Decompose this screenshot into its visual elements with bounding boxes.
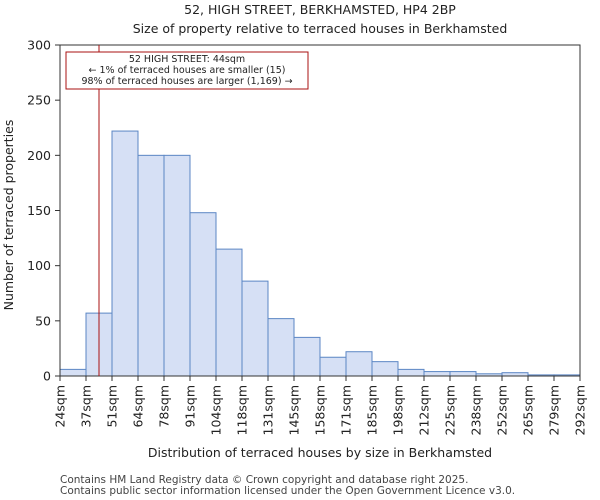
x-tick-label: 212sqm (417, 385, 432, 435)
x-tick-label: 238sqm (469, 385, 484, 435)
x-tick-label: 171sqm (339, 385, 354, 435)
bar-158sqm (319, 356, 347, 377)
bar-51sqm (111, 130, 139, 377)
bar-91sqm (189, 212, 217, 377)
x-tick-label: 198sqm (391, 385, 406, 435)
bar-104sqm (215, 248, 243, 377)
bar-145sqm (293, 336, 321, 377)
bar-118sqm (241, 280, 269, 377)
y-tick-label: 250 (27, 93, 51, 108)
bar-64sqm (137, 154, 165, 377)
x-tick-label: 104sqm (209, 385, 224, 435)
bar-171sqm (345, 351, 373, 377)
bar-198sqm (397, 368, 425, 377)
x-tick-label: 91sqm (183, 385, 198, 428)
x-tick-label: 51sqm (105, 385, 120, 428)
bar-212sqm (423, 371, 451, 377)
annotation-line-3: 98% of terraced houses are larger (1,169… (81, 76, 292, 87)
footer-line-2: Contains public sector information licen… (60, 485, 515, 497)
y-tick-label: 50 (35, 313, 51, 328)
x-tick-label: 145sqm (287, 385, 302, 435)
plot-area-frame (59, 44, 581, 377)
x-tick-label: 131sqm (261, 385, 276, 435)
bar-225sqm (449, 371, 477, 377)
y-tick-label: 0 (43, 369, 51, 384)
bar-24sqm (59, 368, 87, 377)
bar-131sqm (267, 318, 295, 377)
x-tick-label: 265sqm (521, 385, 536, 435)
x-tick-label: 118sqm (235, 385, 250, 435)
bars (59, 130, 581, 377)
x-tick-label: 292sqm (573, 385, 588, 435)
x-axis-ticks: 24sqm 37sqm 51sqm 64sqm 78sqm 91sqm 104sqm 118s… (53, 376, 588, 435)
x-tick-label: 252sqm (495, 385, 510, 435)
chart-title: 52, HIGH STREET, BERKHAMSTED, HP4 2BP (184, 2, 456, 17)
property-annotation: 52 HIGH STREET: 44sqm ← 1% of terraced h… (65, 51, 309, 90)
annotation-line-2: ← 1% of terraced houses are smaller (15) (89, 65, 286, 76)
y-tick-label: 300 (27, 38, 51, 53)
x-tick-label: 78sqm (157, 385, 172, 428)
y-tick-label: 200 (27, 148, 51, 163)
x-tick-label: 37sqm (79, 385, 94, 428)
y-axis-ticks: 0 50 100 150 200 250 300 (27, 38, 60, 384)
x-tick-label: 279sqm (547, 385, 562, 435)
y-axis-label: Number of terraced properties (1, 120, 16, 311)
bar-185sqm (371, 361, 399, 377)
x-axis-label: Distribution of terraced houses by size … (148, 445, 492, 460)
annotation-box (65, 51, 309, 90)
y-tick-label: 100 (27, 258, 51, 273)
x-tick-label: 185sqm (365, 385, 380, 435)
x-tick-label: 24sqm (53, 385, 68, 428)
x-tick-label: 225sqm (443, 385, 458, 435)
annotation-line-1: 52 HIGH STREET: 44sqm (129, 54, 245, 65)
bar-78sqm (163, 154, 191, 377)
x-tick-label: 158sqm (313, 385, 328, 435)
footer-line-1: Contains HM Land Registry data © Crown c… (60, 474, 468, 486)
y-tick-label: 150 (27, 203, 51, 218)
chart-subtitle: Size of property relative to terraced ho… (133, 21, 508, 36)
x-tick-label: 64sqm (131, 385, 146, 428)
